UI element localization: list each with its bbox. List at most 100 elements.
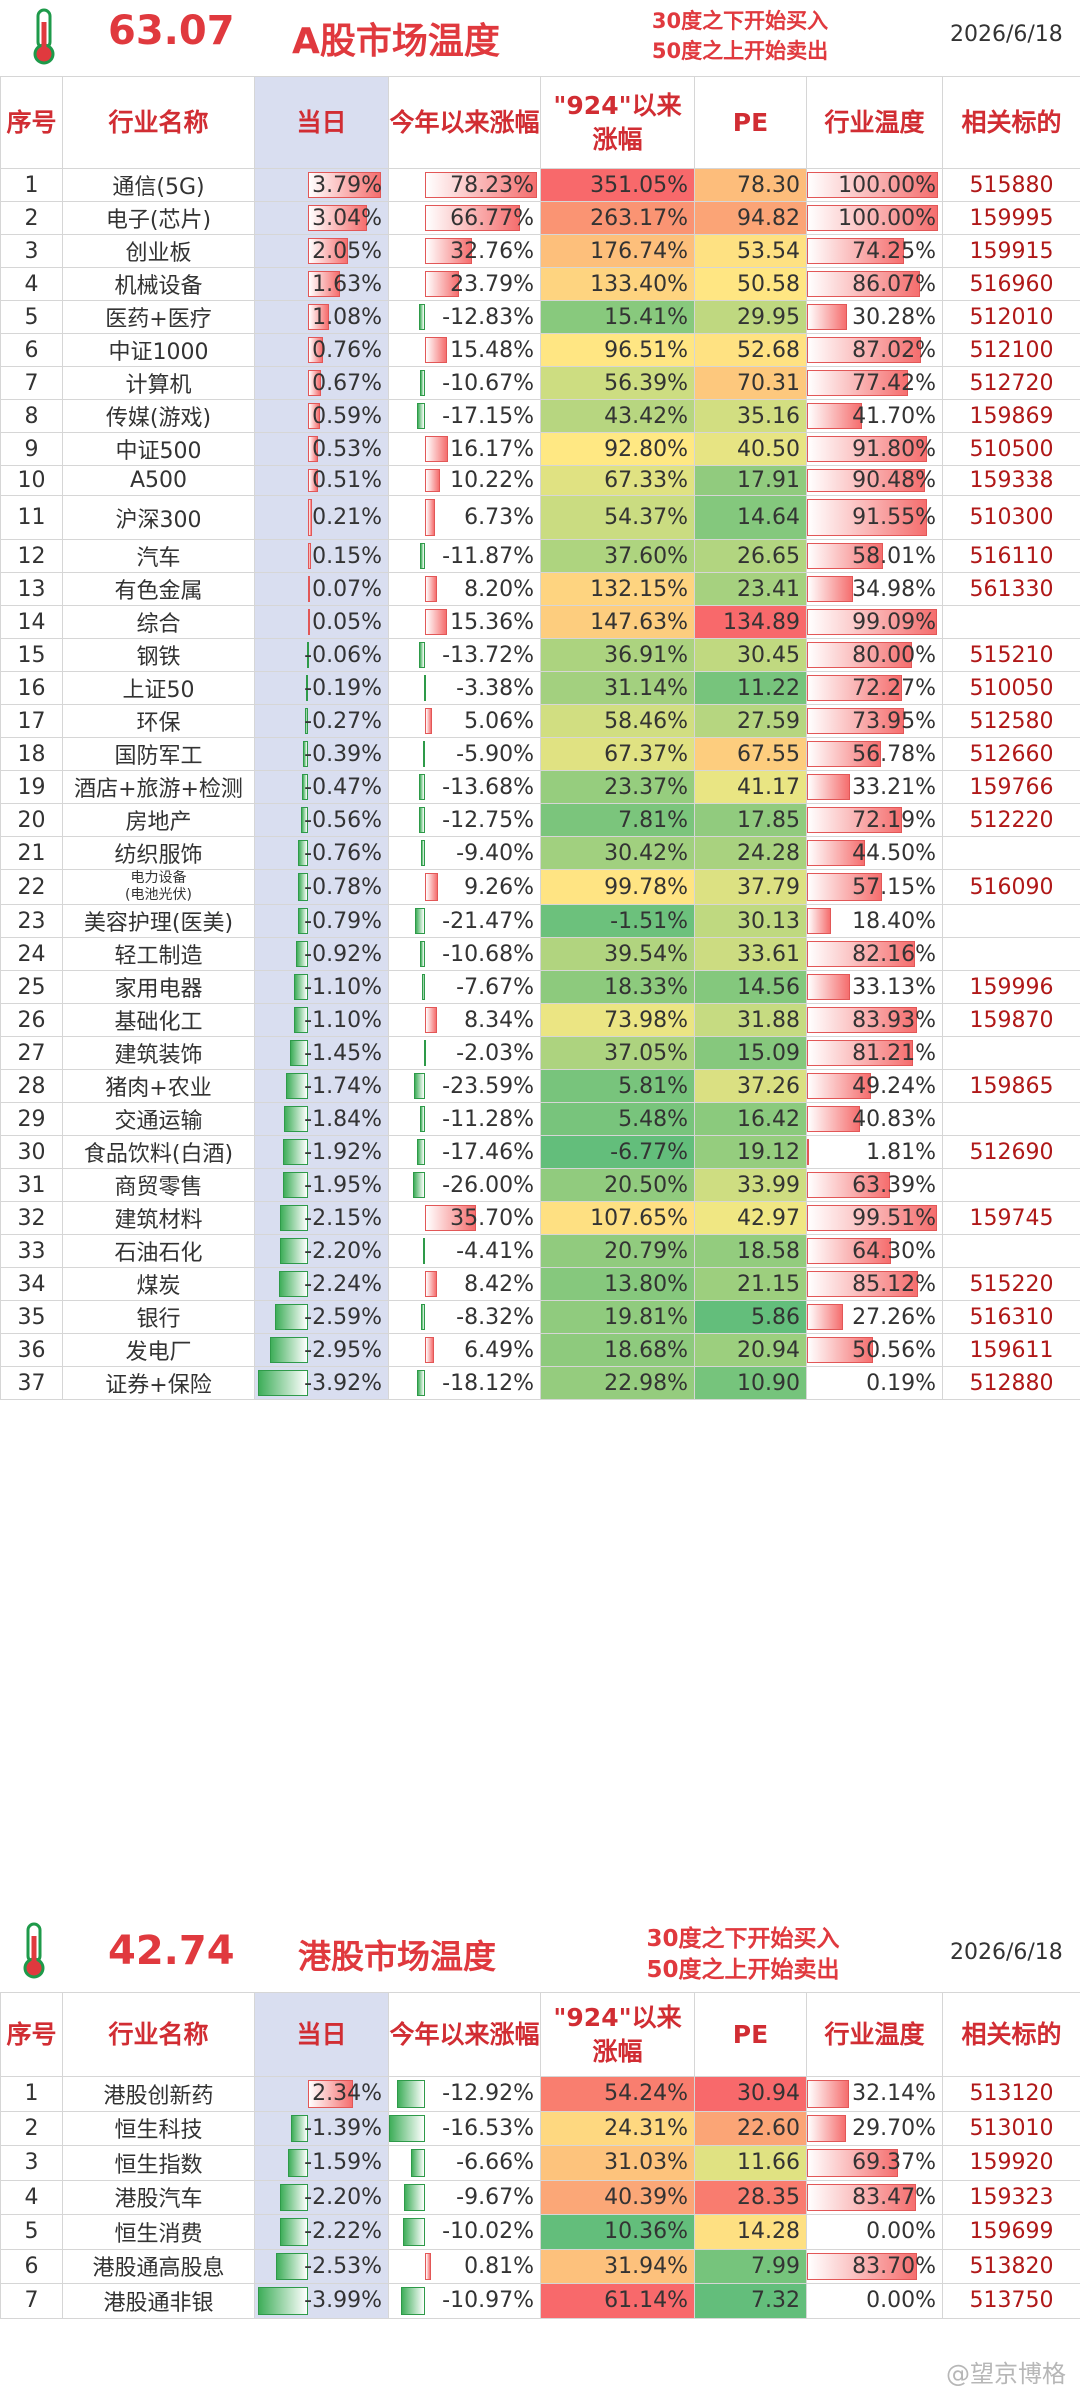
table-row: 26 基础化工 -1.10% 8.34% 73.98% 31.88 83.93% 159870 — [0, 1003, 1080, 1037]
temp-bar — [807, 1337, 874, 1363]
row-since924: 96.51% — [540, 333, 695, 367]
row-seq-value: 31 — [17, 1172, 46, 1198]
row-pe: 40.50 — [694, 432, 807, 466]
table-row: 7 计算机 0.67% -10.67% 56.39% 70.31 77.42% 512720 — [0, 366, 1080, 400]
row-ytd: 23.79% — [388, 267, 541, 301]
row-temp-value: 63.39% — [852, 1172, 936, 1198]
day-bar — [257, 1370, 309, 1396]
row-day-value: -1.59% — [304, 2150, 382, 2176]
row-name-value: 美容护理(医美) — [83, 911, 234, 936]
row-temp: 99.51% — [806, 1201, 943, 1235]
row-day: 0.53% — [254, 432, 389, 466]
row-since924-value: 147.63% — [590, 609, 688, 635]
row-day-value: -2.22% — [304, 2219, 382, 2245]
row-ytd-value: -16.53% — [442, 2115, 534, 2141]
row-temp: 33.21% — [806, 770, 943, 804]
hk-share-table: 序号 行业名称 当日 今年以来涨幅 "924"以来涨幅 PE 行业温度 相关标的… — [0, 1992, 1080, 2319]
ytd-bar — [421, 974, 426, 1000]
day-bar — [284, 1106, 309, 1132]
row-pe-value: 27.59 — [737, 708, 800, 734]
temp-bar — [807, 1238, 892, 1264]
ytd-bar — [425, 1271, 438, 1297]
hk-share-section: 42.74 港股市场温度 30度之下开始买入 50度之上开始卖出 2026/6/… — [0, 1912, 1080, 2397]
row-pe: 5.86 — [694, 1300, 807, 1334]
day-bar — [280, 2183, 309, 2211]
table-row: 7 港股通非银 -3.99% -10.97% 61.14% 7.32 0.00% 513750 — [0, 2283, 1080, 2319]
row-temp-value: 30.28% — [852, 304, 936, 330]
row-code: 513010 — [942, 2110, 1080, 2146]
row-name-value: 轻工制造 — [114, 944, 203, 969]
row-code: 159920 — [942, 2145, 1080, 2181]
row-seq-value: 6 — [24, 2253, 39, 2279]
row-temp: 18.40% — [806, 904, 943, 938]
row-since924-value: 73.98% — [604, 1007, 688, 1033]
row-temp: 57.15% — [806, 869, 943, 905]
ytd-bar — [422, 741, 426, 767]
row-since924-value: -6.77% — [610, 1139, 688, 1165]
row-code-value: 159699 — [969, 2219, 1054, 2245]
ytd-bar — [414, 1073, 426, 1099]
row-temp: 83.47% — [806, 2179, 943, 2215]
row-since924: 31.03% — [540, 2145, 695, 2181]
row-seq: 4 — [0, 2179, 63, 2215]
row-name-value: 上证50 — [122, 678, 195, 703]
ytd-bar — [425, 271, 460, 297]
day-bar — [308, 576, 311, 602]
row-pe: 94.82 — [694, 201, 807, 235]
header-pe: PE — [694, 1992, 807, 2077]
row-day-value: 0.51% — [312, 468, 382, 493]
table-row: 4 机械设备 1.63% 23.79% 133.40% 50.58 86.07% 516960 — [0, 267, 1080, 301]
row-ytd: 35.70% — [388, 1201, 541, 1235]
row-day: -2.20% — [254, 2179, 389, 2215]
row-ytd-value: -17.46% — [442, 1139, 534, 1165]
row-code: 513820 — [942, 2248, 1080, 2284]
row-ytd-value: -7.67% — [456, 974, 534, 1000]
row-name-value: 家用电器 — [114, 977, 203, 1002]
row-seq: 27 — [0, 1036, 63, 1070]
temp-bar — [807, 908, 832, 934]
temp-bar — [807, 873, 882, 901]
row-ytd: -12.83% — [388, 300, 541, 334]
row-since924-value: 67.33% — [604, 468, 688, 493]
day-bar — [307, 642, 310, 668]
row-since924-value: 15.41% — [604, 304, 688, 330]
row-day: -1.92% — [254, 1135, 389, 1169]
row-temp-value: 90.48% — [852, 468, 936, 493]
row-name-value: 沪深300 — [115, 507, 202, 533]
row-day-value: 1.63% — [312, 271, 382, 297]
row-since924-value: 67.37% — [604, 741, 688, 767]
row-name-value: 证券+保险 — [105, 1373, 212, 1398]
row-ytd-value: -17.15% — [442, 403, 534, 429]
row-pe: 67.55 — [694, 737, 807, 771]
table-row: 6 港股通高股息 -2.53% 0.81% 31.94% 7.99 83.70% 513820 — [0, 2248, 1080, 2284]
row-temp-value: 72.27% — [852, 675, 936, 701]
row-day: -0.47% — [254, 770, 389, 804]
row-ytd: 32.76% — [388, 234, 541, 268]
row-code: 159995 — [942, 201, 1080, 235]
row-pe-value: 14.28 — [737, 2219, 800, 2245]
row-name-value: 传媒(游戏) — [105, 406, 212, 431]
row-temp: 91.80% — [806, 432, 943, 466]
table-row: 4 港股汽车 -2.20% -9.67% 40.39% 28.35 83.47% 159323 — [0, 2179, 1080, 2215]
row-name-value: 建筑装饰 — [114, 1043, 203, 1068]
row-day: -2.59% — [254, 1300, 389, 1334]
row-temp-value: 58.01% — [852, 543, 936, 569]
row-since924-value: 99.78% — [604, 874, 688, 900]
ytd-bar — [404, 2183, 426, 2211]
temp-bar — [807, 2183, 917, 2211]
row-temp-value: 41.70% — [852, 403, 936, 429]
temp-bar — [807, 436, 928, 462]
row-pe: 15.09 — [694, 1036, 807, 1070]
row-temp: 72.27% — [806, 671, 943, 705]
row-temp: 83.93% — [806, 1003, 943, 1037]
row-temp-value: 32.14% — [852, 2081, 936, 2107]
row-day-value: -1.39% — [304, 2115, 382, 2141]
row-day: -1.39% — [254, 2110, 389, 2146]
row-pe-value: 134.89 — [723, 609, 800, 635]
row-ytd: -13.72% — [388, 638, 541, 672]
table-row: 5 医药+医疗 1.08% -12.83% 15.41% 29.95 30.28% 51201… — [0, 300, 1080, 334]
temp-bar — [807, 840, 866, 866]
row-temp: 77.42% — [806, 366, 943, 400]
row-day-value: -0.78% — [304, 874, 382, 900]
row-ytd: -4.41% — [388, 1234, 541, 1268]
